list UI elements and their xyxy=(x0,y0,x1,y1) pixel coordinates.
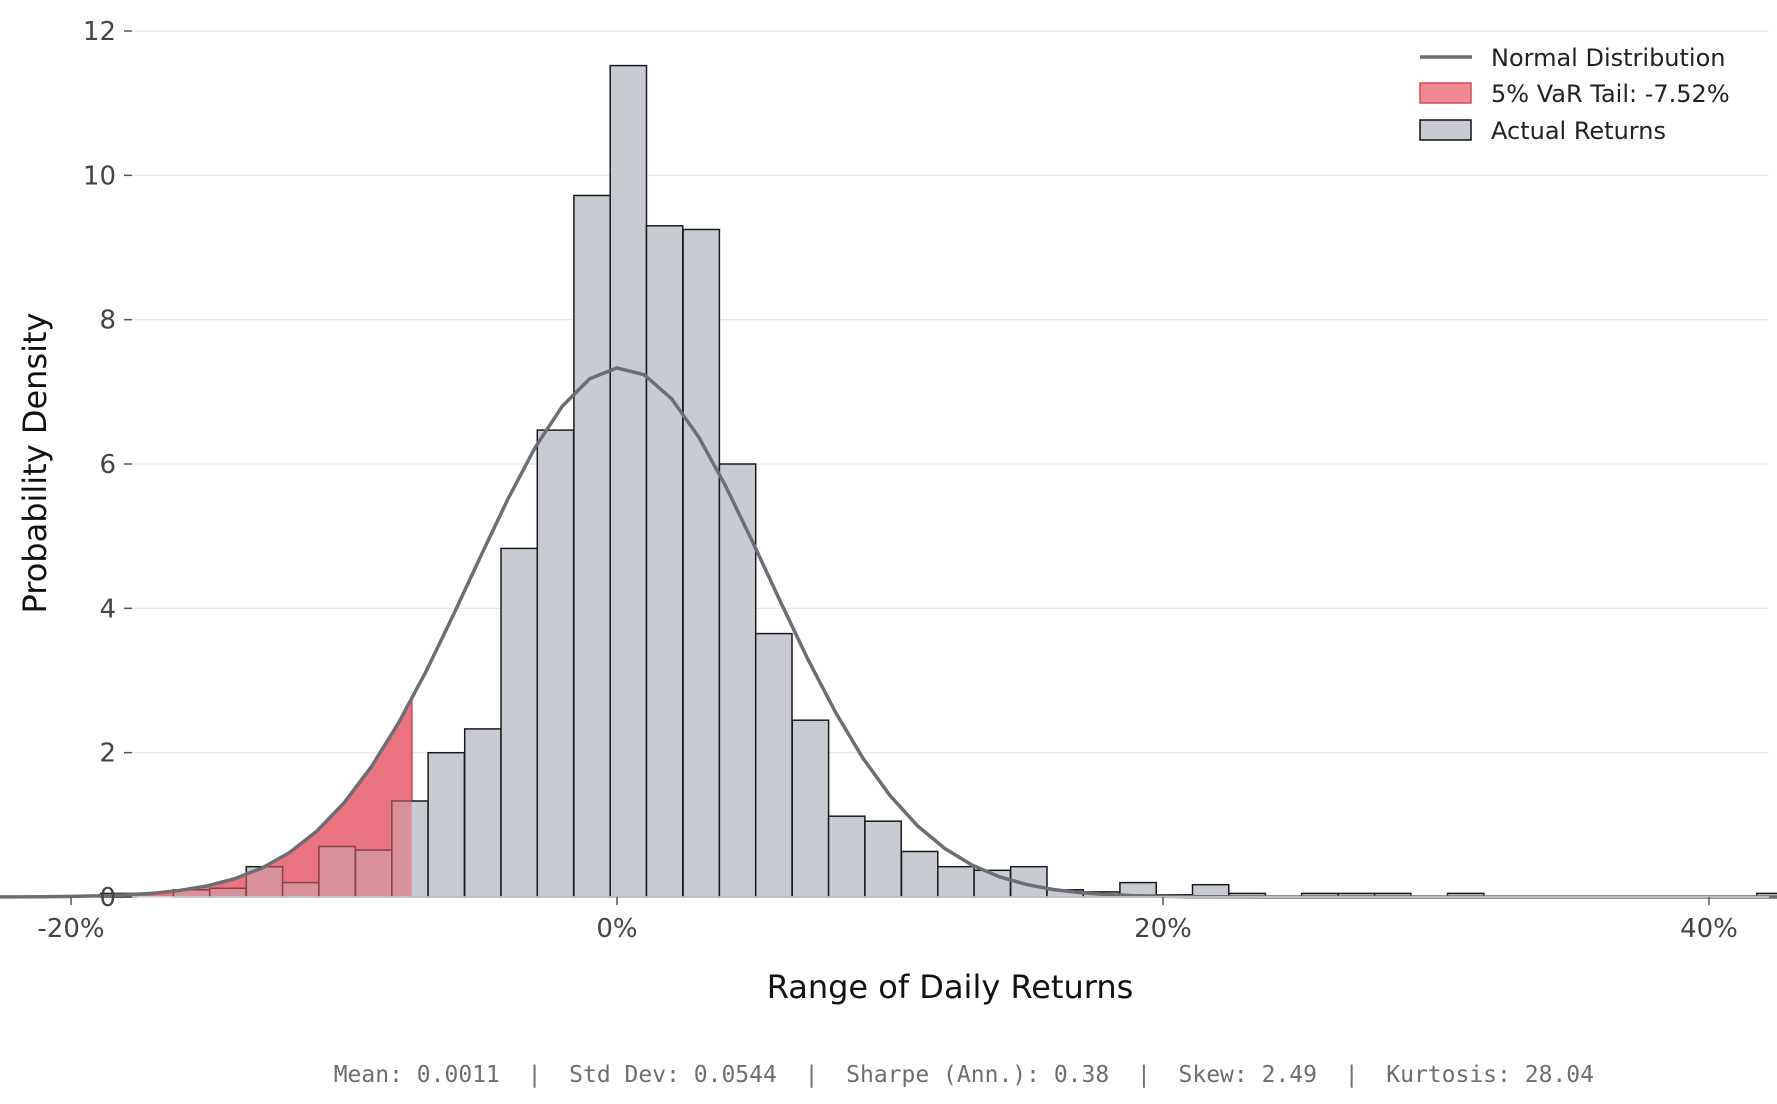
legend-label-normal: Normal Distribution xyxy=(1491,44,1725,72)
histogram-bar xyxy=(754,632,793,898)
stat-sharpe: Sharpe (Ann.): 0.38 xyxy=(846,1062,1109,1088)
x-axis-title: Range of Daily Returns xyxy=(767,968,1134,1006)
histogram-bar xyxy=(573,194,611,898)
y-tick-label: 4 xyxy=(99,594,116,624)
legend-bar-swatch xyxy=(1419,119,1472,141)
histogram-bar xyxy=(791,719,830,898)
histogram-bar xyxy=(937,865,975,898)
stat-std: Std Dev: 0.0544 xyxy=(569,1062,777,1088)
stat-separator: | xyxy=(528,1062,542,1088)
stat-mean: Mean: 0.0011 xyxy=(334,1062,500,1088)
x-tick-label: 20% xyxy=(1134,914,1192,944)
var-tail-tint xyxy=(0,699,412,897)
y-axis-title: Probability Density xyxy=(16,313,54,614)
stat-kurtosis: Kurtosis: 28.04 xyxy=(1386,1062,1594,1088)
stat-separator: | xyxy=(805,1062,819,1088)
legend-tail-swatch xyxy=(1419,82,1472,104)
y-tick-label: 0 xyxy=(99,883,116,913)
stat-skew: Skew: 2.49 xyxy=(1179,1062,1317,1088)
histogram-bar xyxy=(500,547,539,898)
stat-separator: | xyxy=(1137,1062,1151,1088)
histogram-bars xyxy=(99,64,1777,898)
histogram-bar xyxy=(645,225,684,898)
histogram-bar xyxy=(864,820,902,898)
x-tick-label: 40% xyxy=(1680,914,1738,944)
x-tick-label: 0% xyxy=(596,914,637,944)
histogram-bar xyxy=(682,228,721,898)
legend-label-returns: Actual Returns xyxy=(1491,117,1666,145)
histogram-bar xyxy=(827,815,866,898)
histogram-bar xyxy=(900,850,939,898)
grid-lines xyxy=(132,30,1769,754)
stat-separator: | xyxy=(1345,1062,1359,1088)
histogram-bar xyxy=(427,751,466,898)
x-tick-label: -20% xyxy=(37,914,104,944)
normal-distribution-line xyxy=(0,366,1777,899)
histogram-bar xyxy=(463,728,502,898)
y-tick-label: 10 xyxy=(83,161,116,191)
normal-curve xyxy=(0,366,1777,899)
histogram-bar xyxy=(609,64,648,898)
histogram-bar xyxy=(536,429,575,898)
y-tick-label: 8 xyxy=(99,306,116,336)
var-tail-overlay xyxy=(0,699,412,897)
y-tick-label: 6 xyxy=(99,450,116,480)
histogram-bar xyxy=(718,463,757,898)
legend: Normal Distribution 5% VaR Tail: -7.52% … xyxy=(1419,44,1730,145)
y-tick-label: 2 xyxy=(99,739,116,769)
legend-label-var: 5% VaR Tail: -7.52% xyxy=(1491,80,1730,108)
y-tick-label: 12 xyxy=(83,17,116,47)
stats-footer: Mean: 0.0011 | Std Dev: 0.0544 | Sharpe … xyxy=(237,1062,1663,1088)
